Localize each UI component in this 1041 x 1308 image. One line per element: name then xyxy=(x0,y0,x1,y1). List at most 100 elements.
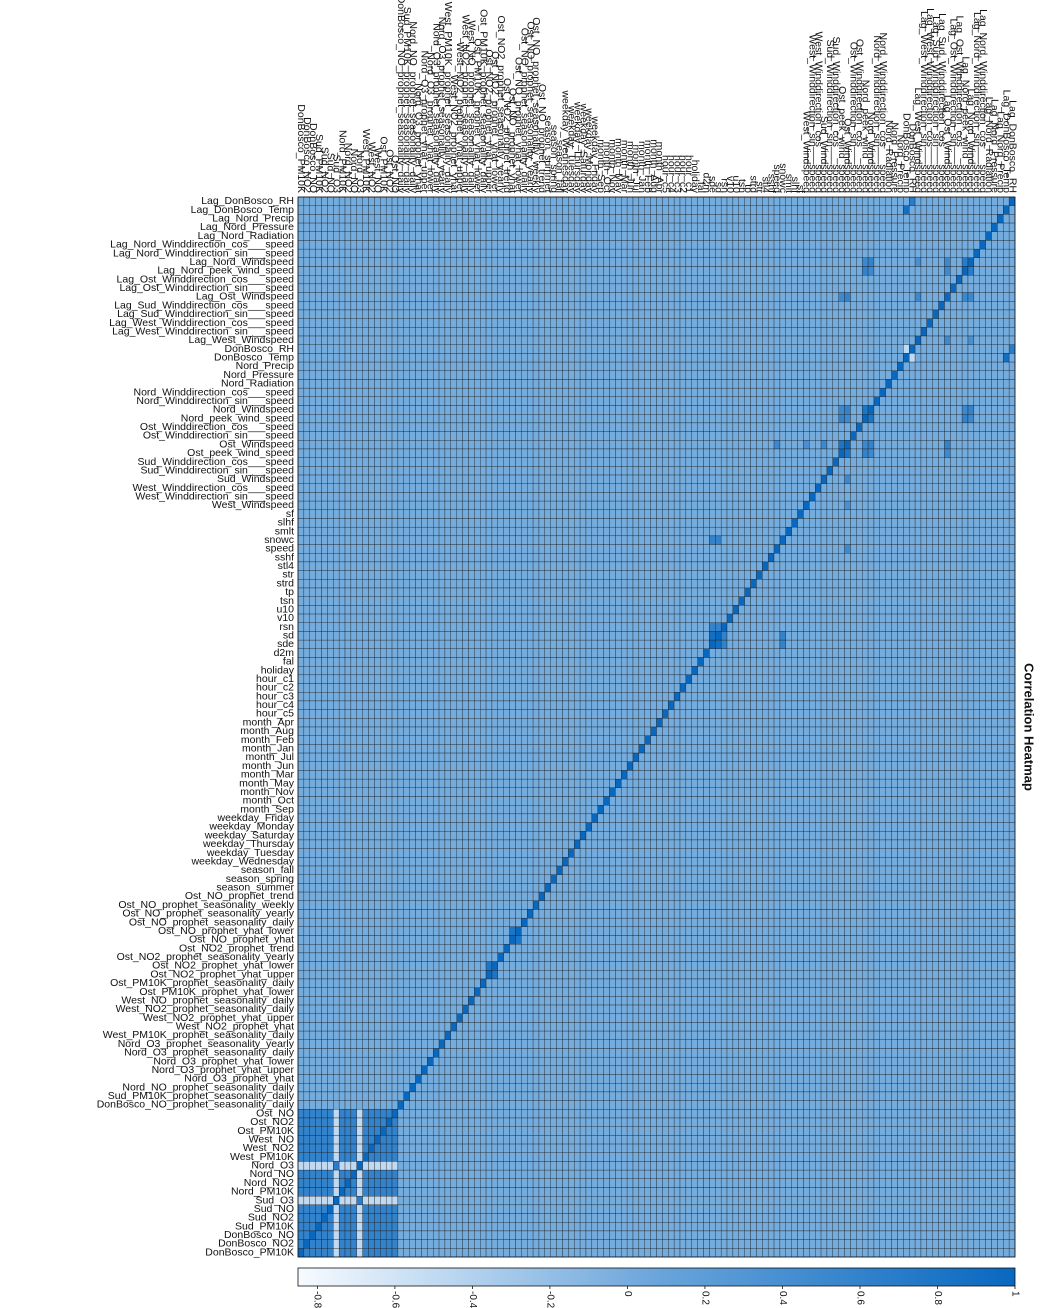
heatmap-cell xyxy=(762,353,769,363)
heatmap-cell xyxy=(544,353,551,363)
heatmap-cell xyxy=(480,275,487,285)
heatmap-cell xyxy=(385,275,393,285)
heatmap-cell xyxy=(956,379,963,389)
heatmap-cell xyxy=(574,361,581,371)
heatmap-cell xyxy=(673,205,681,215)
heatmap-cell xyxy=(338,544,346,554)
heatmap-cell xyxy=(856,526,863,537)
heatmap-cell xyxy=(456,414,463,424)
heatmap-cell xyxy=(597,483,604,493)
heatmap-cell xyxy=(579,301,587,311)
heatmap-cell xyxy=(544,440,551,450)
heatmap-cell xyxy=(444,309,451,319)
heatmap-cell xyxy=(644,379,651,389)
heatmap-cell xyxy=(497,483,504,493)
heatmap-cell xyxy=(891,266,898,276)
heatmap-cell xyxy=(709,231,716,241)
heatmap-cell xyxy=(973,422,980,432)
heatmap-cell xyxy=(773,448,781,458)
heatmap-cell xyxy=(1003,492,1010,502)
heatmap-cell xyxy=(327,309,334,319)
heatmap-cell xyxy=(715,327,722,337)
heatmap-cell xyxy=(456,483,463,493)
heatmap-cell xyxy=(838,257,845,267)
heatmap-cell xyxy=(497,500,504,510)
heatmap-cell xyxy=(709,544,716,554)
heatmap-cell xyxy=(409,231,416,241)
heatmap-cell xyxy=(344,474,352,484)
heatmap-cell xyxy=(374,544,381,554)
heatmap-cell xyxy=(568,535,575,545)
heatmap-cell xyxy=(715,492,722,502)
heatmap-cell xyxy=(644,370,651,380)
heatmap-cell xyxy=(385,353,393,363)
heatmap-cell xyxy=(679,370,687,380)
heatmap-cell xyxy=(415,266,422,276)
heatmap-cell xyxy=(897,387,904,398)
heatmap-cell xyxy=(985,414,992,424)
heatmap-cell xyxy=(327,509,334,519)
heatmap-cell xyxy=(468,379,475,389)
heatmap-cell xyxy=(497,544,504,554)
heatmap-cell xyxy=(673,353,681,363)
heatmap-cell xyxy=(709,309,716,319)
heatmap-cell xyxy=(897,309,904,319)
heatmap-cell xyxy=(415,257,422,267)
heatmap-cell xyxy=(932,414,939,424)
heatmap-cell xyxy=(791,318,798,328)
heatmap-cell xyxy=(938,275,945,285)
heatmap-cell xyxy=(697,379,704,389)
heatmap-cell xyxy=(862,240,869,250)
heatmap-cell xyxy=(961,405,969,415)
heatmap-cell xyxy=(626,301,634,311)
heatmap-cell xyxy=(967,370,975,380)
heatmap-cell xyxy=(309,387,316,398)
heatmap-cell xyxy=(885,240,892,250)
heatmap-cell xyxy=(438,370,446,380)
heatmap-cell xyxy=(356,361,363,371)
heatmap-cell xyxy=(385,231,393,241)
heatmap-cell xyxy=(591,231,598,241)
heatmap-cell xyxy=(503,387,510,398)
heatmap-cell xyxy=(703,500,710,510)
heatmap-cell xyxy=(838,396,845,406)
heatmap-cell xyxy=(832,196,839,206)
heatmap-cell xyxy=(597,292,604,302)
heatmap-cell xyxy=(415,379,422,389)
heatmap-cell xyxy=(720,474,728,484)
heatmap-cell xyxy=(609,309,616,319)
heatmap-cell xyxy=(456,353,463,363)
heatmap-cell xyxy=(568,318,575,328)
heatmap-cell xyxy=(650,370,657,380)
heatmap-cell xyxy=(920,283,928,293)
heatmap-cell xyxy=(297,196,305,206)
heatmap-cell xyxy=(668,335,675,345)
heatmap-cell xyxy=(444,379,451,389)
heatmap-cell xyxy=(368,544,375,554)
heatmap-cell xyxy=(785,500,792,510)
heatmap-cell xyxy=(750,535,757,545)
heatmap-cells xyxy=(297,196,1016,1258)
heatmap-cell xyxy=(668,283,675,293)
heatmap-cell xyxy=(856,440,863,450)
heatmap-cell xyxy=(462,309,469,319)
heatmap-cell xyxy=(961,301,969,311)
heatmap-cell xyxy=(468,361,475,371)
heatmap-cell xyxy=(850,466,857,476)
heatmap-cell xyxy=(650,466,657,476)
heatmap-cell xyxy=(679,544,687,554)
heatmap-cell xyxy=(327,275,334,285)
heatmap-cell xyxy=(327,448,334,458)
heatmap-cell xyxy=(885,292,892,302)
heatmap-cell xyxy=(333,379,340,389)
heatmap-cell xyxy=(538,248,546,258)
heatmap-cell xyxy=(585,301,593,311)
heatmap-cell xyxy=(521,361,528,371)
heatmap-cell xyxy=(838,318,845,328)
heatmap-cell xyxy=(415,526,422,537)
heatmap-cell xyxy=(362,440,369,450)
heatmap-cell xyxy=(938,535,945,545)
heatmap-cell xyxy=(720,205,728,215)
heatmap-cell xyxy=(668,205,675,215)
heatmap-cell xyxy=(773,518,781,528)
